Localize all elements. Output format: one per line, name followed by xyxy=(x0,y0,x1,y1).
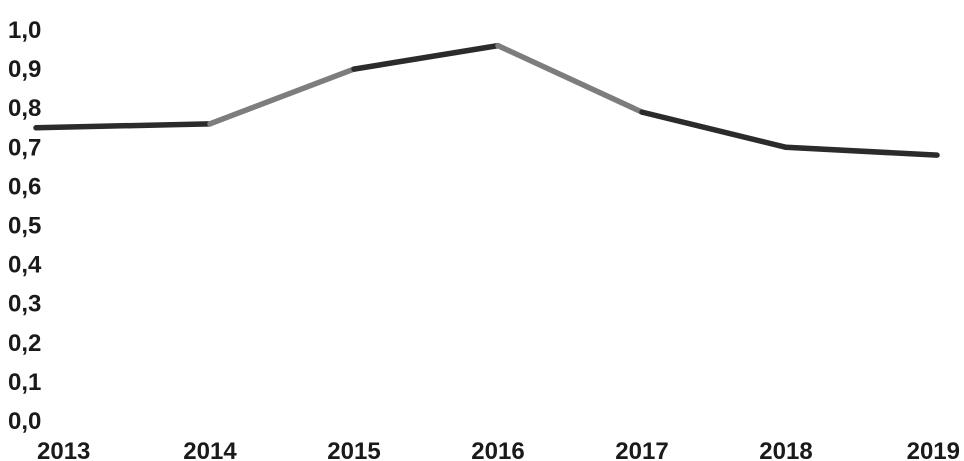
y-tick-label: 0,5 xyxy=(8,213,41,240)
x-axis: 2013 2014 2015 2016 2017 2018 2019 xyxy=(37,438,960,461)
y-tick-label: 0,7 xyxy=(8,134,41,161)
series-line-segment xyxy=(33,121,213,131)
y-tick-label: 0,1 xyxy=(8,369,41,396)
series-line-segment xyxy=(783,144,940,158)
series-line-segment xyxy=(351,42,501,72)
x-tick-label: 2019 xyxy=(907,438,960,461)
x-tick-label: 2016 xyxy=(471,438,524,461)
y-tick-label: 0,3 xyxy=(8,291,41,318)
y-tick-label: 0,2 xyxy=(8,330,41,357)
y-tick-label: 1,0 xyxy=(8,17,41,44)
y-tick-label: 0,0 xyxy=(8,408,41,435)
y-tick-label: 0,6 xyxy=(8,173,41,200)
series-line-segment xyxy=(207,66,357,127)
x-tick-label: 2014 xyxy=(183,438,237,461)
series-line-segment xyxy=(639,109,789,151)
x-tick-label: 2018 xyxy=(759,438,812,461)
y-tick-label: 0,4 xyxy=(8,252,42,279)
x-tick-label: 2013 xyxy=(37,438,90,461)
x-tick-label: 2017 xyxy=(615,438,668,461)
series-layer xyxy=(33,42,940,158)
x-tick-label: 2015 xyxy=(327,438,380,461)
y-tick-label: 0,9 xyxy=(8,56,41,83)
series-line-segment xyxy=(495,42,645,115)
y-axis: 0,0 0,1 0,2 0,3 0,4 0,5 0,6 0,7 0,8 0,9 1,0 xyxy=(8,17,42,435)
y-tick-label: 0,8 xyxy=(8,95,41,122)
